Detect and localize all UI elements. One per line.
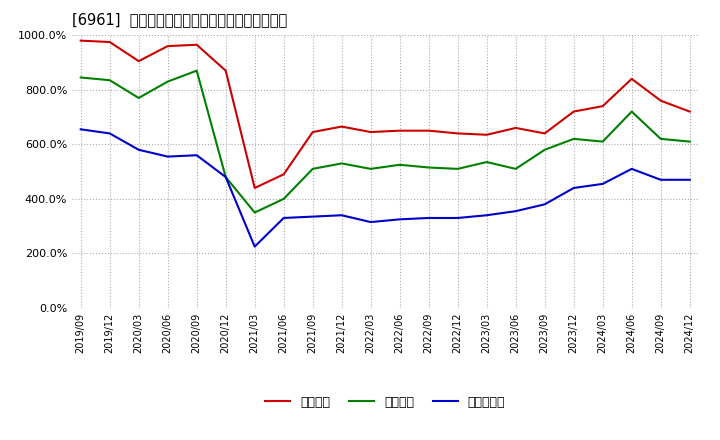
Line: 現預金比率: 現預金比率 (81, 129, 690, 246)
当座比率 (163, 79, 172, 84)
当座比率 (338, 161, 346, 166)
当座比率 (570, 136, 578, 142)
流動比率 (598, 103, 607, 109)
現預金比率 (395, 216, 404, 222)
当座比率 (685, 139, 694, 144)
現預金比率 (511, 209, 520, 214)
流動比率 (454, 131, 462, 136)
流動比率 (511, 125, 520, 131)
当座比率 (105, 77, 114, 83)
流動比率 (424, 128, 433, 133)
現預金比率 (105, 131, 114, 136)
現預金比率 (685, 177, 694, 183)
当座比率 (598, 139, 607, 144)
現預金比率 (366, 220, 375, 225)
流動比率 (338, 124, 346, 129)
流動比率 (76, 38, 85, 43)
流動比率 (685, 109, 694, 114)
当座比率 (366, 166, 375, 172)
当座比率 (251, 210, 259, 215)
現預金比率 (279, 215, 288, 220)
当座比率 (192, 68, 201, 73)
流動比率 (163, 44, 172, 49)
Text: [6961]  流動比率、当座比率、現預金比率の推移: [6961] 流動比率、当座比率、現預金比率の推移 (72, 12, 287, 27)
現預金比率 (221, 174, 230, 180)
当座比率 (657, 136, 665, 142)
当座比率 (308, 166, 317, 172)
現預金比率 (338, 213, 346, 218)
流動比率 (570, 109, 578, 114)
現預金比率 (135, 147, 143, 152)
現預金比率 (192, 153, 201, 158)
流動比率 (366, 129, 375, 135)
流動比率 (657, 98, 665, 103)
流動比率 (105, 39, 114, 44)
当座比率 (627, 109, 636, 114)
当座比率 (541, 147, 549, 152)
現預金比率 (76, 127, 85, 132)
現預金比率 (570, 185, 578, 191)
現預金比率 (627, 166, 636, 172)
流動比率 (308, 129, 317, 135)
現預金比率 (308, 214, 317, 219)
当座比率 (135, 95, 143, 101)
Line: 当座比率: 当座比率 (81, 71, 690, 213)
流動比率 (279, 172, 288, 177)
現預金比率 (598, 181, 607, 187)
当座比率 (454, 166, 462, 172)
流動比率 (221, 68, 230, 73)
現預金比率 (657, 177, 665, 183)
流動比率 (541, 131, 549, 136)
流動比率 (395, 128, 404, 133)
当座比率 (511, 166, 520, 172)
当座比率 (482, 159, 491, 165)
当座比率 (221, 174, 230, 180)
当座比率 (76, 75, 85, 80)
Legend: 流動比率, 当座比率, 現預金比率: 流動比率, 当座比率, 現預金比率 (260, 391, 510, 414)
流動比率 (627, 76, 636, 81)
現預金比率 (251, 244, 259, 249)
現預金比率 (424, 215, 433, 220)
当座比率 (279, 196, 288, 202)
流動比率 (135, 59, 143, 64)
現預金比率 (482, 213, 491, 218)
流動比率 (251, 185, 259, 191)
当座比率 (395, 162, 404, 167)
流動比率 (482, 132, 491, 137)
現預金比率 (163, 154, 172, 159)
流動比率 (192, 42, 201, 48)
現預金比率 (541, 202, 549, 207)
当座比率 (424, 165, 433, 170)
Line: 流動比率: 流動比率 (81, 40, 690, 188)
現預金比率 (454, 215, 462, 220)
